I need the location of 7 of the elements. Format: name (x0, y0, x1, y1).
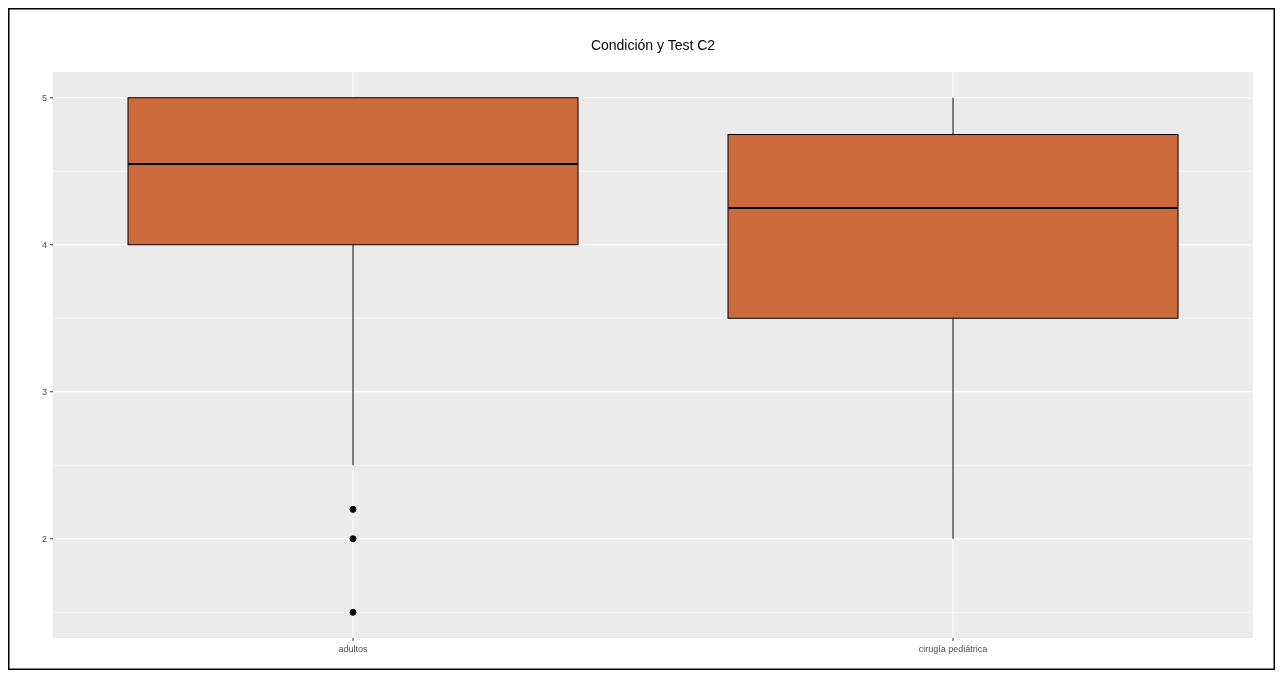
chart-title: Condición y Test C2 (590, 37, 716, 53)
y-tick-label: 2 (41, 533, 47, 544)
y-tick-label: 3 (41, 386, 47, 397)
x-tick-label: cirugía pediátrica (918, 644, 988, 654)
y-tick-label: 5 (41, 92, 47, 103)
y-tick-label: 4 (41, 239, 47, 250)
x-tick-label: adultos (338, 644, 369, 654)
